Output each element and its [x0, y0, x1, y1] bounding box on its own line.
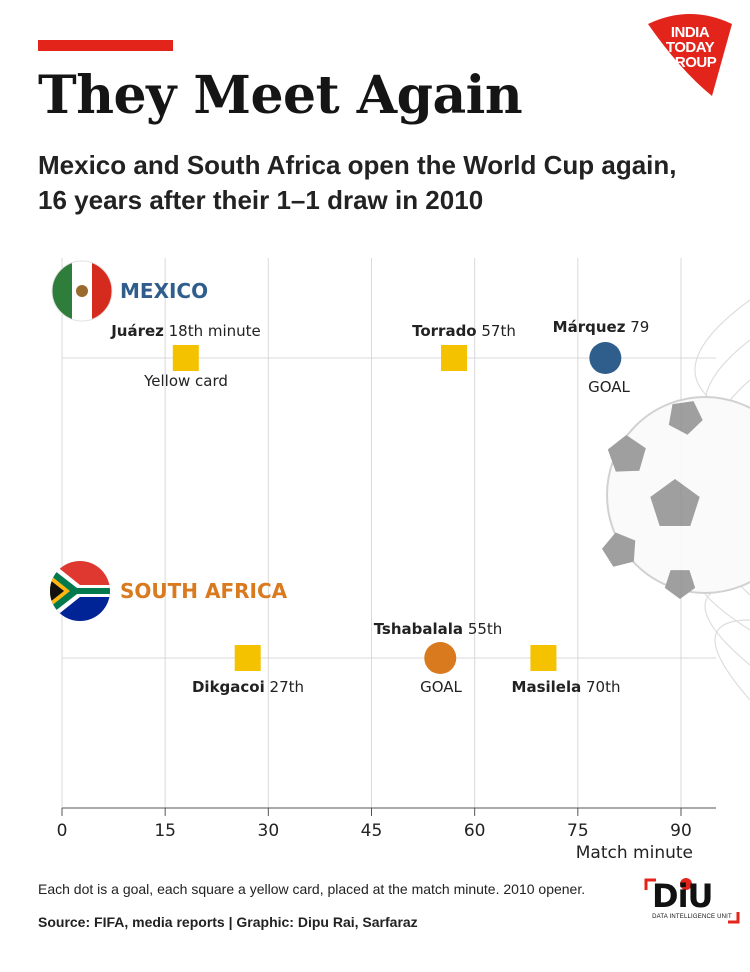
yellow-card-square	[234, 645, 261, 671]
logo-badge-shape	[648, 14, 732, 96]
goal-dot	[589, 342, 622, 374]
event-minute: 70th	[581, 678, 620, 696]
south-africa-flag-icon	[50, 561, 110, 621]
diu-logo-subtext: DATA INTELLIGENCE UNIT	[652, 914, 732, 920]
football-panel	[607, 435, 646, 472]
logo-line: GROUP	[663, 54, 717, 71]
tick-label: 90	[670, 821, 692, 841]
diu-logo: DiU DATA INTELLIGENCE UNIT	[644, 876, 740, 924]
tick-label: 75	[567, 821, 589, 841]
event-minute: 18th minute	[164, 322, 261, 340]
mexico-flag-icon	[52, 261, 112, 321]
team-name: MEXICO	[120, 279, 208, 303]
yellow-card-square	[441, 345, 468, 371]
page-subtitle: Mexico and South Africa open the World C…	[38, 150, 677, 215]
tick-label: 45	[361, 821, 383, 841]
event-label: Márquez 79	[553, 318, 650, 336]
football-panel	[664, 570, 696, 599]
tick-label: 0	[57, 821, 68, 841]
event-label: Dikgacoi 27th	[192, 678, 304, 696]
player-name: Juárez	[110, 322, 164, 340]
logo-line: TODAY	[665, 39, 715, 56]
football-panel	[602, 532, 636, 567]
goal-dot	[424, 642, 457, 674]
event-minute: 57th	[477, 322, 516, 340]
event-caption: GOAL	[420, 678, 462, 696]
event-minute: 27th	[265, 678, 304, 696]
team-name: SOUTH AFRICA	[120, 579, 288, 603]
accent-bar	[38, 40, 173, 51]
x-axis-title: Match minute	[576, 843, 693, 863]
logo-line: INDIA	[670, 24, 710, 41]
diu-frame-icon	[644, 878, 740, 924]
yellow-card-square	[530, 645, 557, 671]
event-minute: 55th	[463, 620, 502, 638]
event-label: Juárez 18th minute	[110, 322, 261, 340]
player-name: Torrado	[412, 322, 477, 340]
page-title: They Meet Again	[38, 65, 523, 126]
football-panel	[668, 401, 703, 435]
football-panel	[650, 479, 700, 526]
team-rows-layer: MEXICO Juárez 18th minute Yellow card Torra…	[50, 260, 650, 696]
tick-label: 60	[464, 821, 486, 841]
player-name: Masilela	[512, 678, 582, 696]
tick-label: 30	[258, 821, 280, 841]
event-label: Torrado 57th	[412, 322, 516, 340]
event-caption: GOAL	[588, 378, 630, 396]
team-row-south-africa: SOUTH AFRICA Dikgacoi 27th Tshabalala 55th…	[50, 561, 620, 696]
event-label: Masilela 70th	[512, 678, 621, 696]
event-minute: 79	[625, 318, 649, 336]
event-label: Tshabalala 55th	[374, 620, 503, 638]
football-net-decoration	[602, 299, 750, 701]
yellow-card-square	[172, 345, 199, 371]
india-today-group-logo: INDIA TODAY GROUP	[640, 10, 740, 100]
source-credit: Source: FIFA, media reports | Graphic: D…	[38, 914, 418, 930]
tick-label: 15	[154, 821, 176, 841]
net-line	[714, 619, 750, 701]
diu-logo-text: DiU	[652, 877, 714, 915]
event-caption: Yellow card	[143, 372, 228, 390]
chart-note: Each dot is a goal, each square a yellow…	[38, 881, 586, 897]
logo-text: INDIA TODAY GROUP	[640, 25, 740, 70]
player-name: Dikgacoi	[192, 678, 265, 696]
player-name: Tshabalala	[374, 620, 463, 638]
team-row-mexico: MEXICO Juárez 18th minute Yellow card Torra…	[51, 260, 650, 396]
grid-layer	[61, 258, 716, 808]
player-name: Márquez	[553, 318, 626, 336]
